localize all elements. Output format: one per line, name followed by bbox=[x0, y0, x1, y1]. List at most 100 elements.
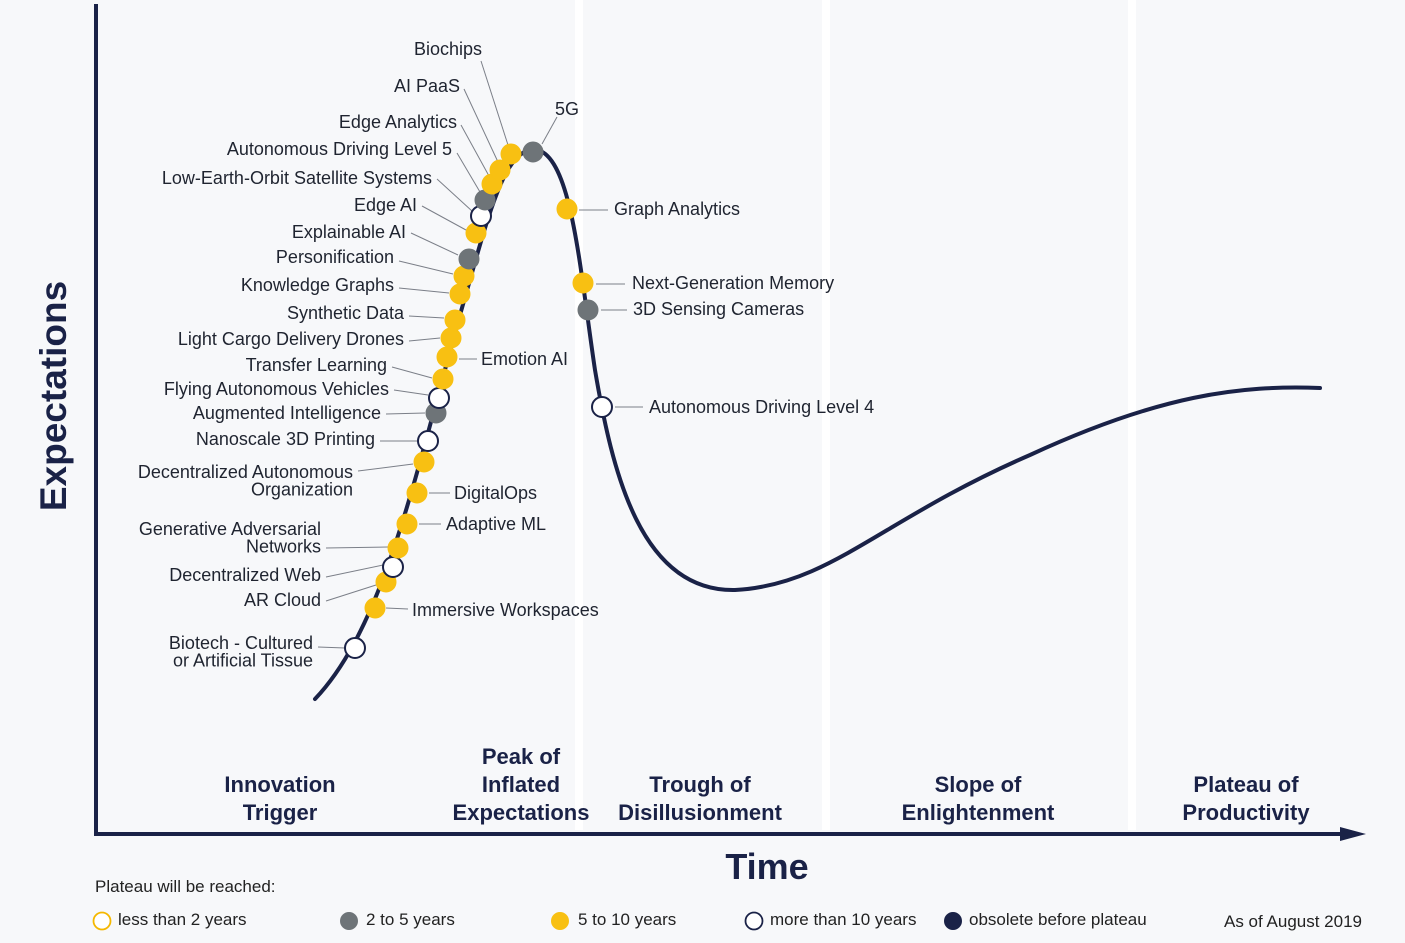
legend-label: less than 2 years bbox=[118, 910, 247, 929]
tech-label-autonomous-driving-level-5: Autonomous Driving Level 5 bbox=[227, 139, 452, 159]
tech-label-transfer-learning: Transfer Learning bbox=[246, 355, 387, 375]
tech-label-generative-adversarial-networks: Generative Adversarial Networks bbox=[139, 519, 321, 557]
tech-marker-next-generation-memory bbox=[572, 272, 594, 294]
leader-line-edge-analytics bbox=[460, 124, 490, 177]
tech-marker-transfer-learning bbox=[432, 368, 454, 390]
tech-marker-adaptive-ml bbox=[396, 513, 418, 535]
tech-label-personification: Personification bbox=[276, 247, 394, 267]
tech-label-line: Decentralized Autonomous bbox=[138, 462, 353, 482]
tech-label-immersive-workspaces: Immersive Workspaces bbox=[412, 600, 599, 620]
tech-label-next-generation-memory: Next-Generation Memory bbox=[632, 273, 834, 293]
leader-line-transfer-learning bbox=[391, 366, 433, 379]
legend-items: less than 2 years 2 to 5 years 5 to 10 yea… bbox=[92, 910, 1147, 931]
legend-marker bbox=[551, 912, 569, 930]
phase-label-line: Inflated bbox=[482, 772, 560, 797]
phase-label-line: Slope of bbox=[935, 772, 1022, 797]
tech-label-line: 3D Sensing Cameras bbox=[633, 299, 804, 319]
phase-separator bbox=[575, 0, 583, 830]
phase-label-3: Trough of Disillusionment bbox=[618, 772, 782, 825]
tech-label-decentralized-autonomous-organization: Decentralized Autonomous Organization bbox=[138, 462, 353, 500]
tech-label-line: Edge Analytics bbox=[339, 112, 457, 132]
leader-line-autonomous-driving-level-5 bbox=[456, 152, 481, 193]
tech-label-line: 5G bbox=[555, 99, 579, 119]
tech-label-emotion-ai: Emotion AI bbox=[481, 349, 568, 369]
tech-label-3d-sensing-cameras: 3D Sensing Cameras bbox=[633, 299, 804, 319]
legend-label: more than 10 years bbox=[770, 910, 916, 929]
tech-label-line: Light Cargo Delivery Drones bbox=[178, 329, 404, 349]
tech-marker-decentralized-web bbox=[382, 556, 404, 578]
phase-label-5: Plateau of Productivity bbox=[1182, 772, 1310, 825]
tech-label-line: Autonomous Driving Level 4 bbox=[649, 397, 874, 417]
tech-marker-emotion-ai bbox=[436, 346, 458, 368]
tech-label-nanoscale-3d-printing: Nanoscale 3D Printing bbox=[196, 429, 375, 449]
tech-marker-explainable-ai bbox=[458, 248, 480, 270]
tech-marker-light-cargo-delivery-drones bbox=[440, 327, 462, 349]
leader-line-knowledge-graphs bbox=[398, 287, 450, 294]
phase-label-line: Peak of bbox=[482, 744, 561, 769]
legend-item-5-to-10-years: 5 to 10 years bbox=[551, 910, 676, 930]
tech-label-line: Organization bbox=[251, 480, 353, 500]
tech-marker-decentralized-autonomous-organization bbox=[413, 451, 435, 473]
tech-label-line: Nanoscale 3D Printing bbox=[196, 429, 375, 449]
phase-labels: Innovation Trigger Peak of Inflated Expectat… bbox=[224, 744, 1310, 825]
tech-label-line: Transfer Learning bbox=[246, 355, 387, 375]
phase-label-line: Innovation bbox=[224, 772, 335, 797]
phase-label-line: Expectations bbox=[453, 800, 590, 825]
tech-label-5g: 5G bbox=[555, 99, 579, 119]
tech-label-line: Decentralized Web bbox=[169, 565, 321, 585]
phase-label-line: Plateau of bbox=[1193, 772, 1299, 797]
tech-label-line: Biochips bbox=[414, 39, 482, 59]
leader-line-personification bbox=[398, 260, 454, 275]
tech-marker-digitalops bbox=[406, 482, 428, 504]
tech-label-line: or Artificial Tissue bbox=[173, 651, 313, 671]
legend: Plateau will be reached: less than 2 yea… bbox=[92, 877, 1362, 931]
tech-marker-generative-adversarial-networks bbox=[387, 537, 409, 559]
tech-marker-immersive-workspaces bbox=[364, 597, 386, 619]
y-axis-title: Expectations bbox=[33, 281, 74, 511]
phase-label-4: Slope of Enlightenment bbox=[902, 772, 1055, 825]
phase-label-1: Innovation Trigger bbox=[224, 772, 335, 825]
tech-label-adaptive-ml: Adaptive ML bbox=[446, 514, 546, 534]
leader-line-biochips bbox=[480, 60, 509, 146]
tech-label-line: Autonomous Driving Level 5 bbox=[227, 139, 452, 159]
tech-label-decentralized-web: Decentralized Web bbox=[169, 565, 321, 585]
tech-marker-5g bbox=[522, 141, 544, 163]
tech-label-low-earth-orbit-satellite-systems: Low-Earth-Orbit Satellite Systems bbox=[162, 168, 432, 188]
technology-labels: Biotech - Cultured or Artificial Tissue Im… bbox=[138, 39, 874, 671]
tech-label-knowledge-graphs: Knowledge Graphs bbox=[241, 275, 394, 295]
phase-label-line: Trough of bbox=[649, 772, 751, 797]
phase-label-line: Disillusionment bbox=[618, 800, 782, 825]
leader-line-decentralized-autonomous-organization bbox=[357, 463, 414, 472]
tech-label-line: DigitalOps bbox=[454, 483, 537, 503]
tech-marker-synthetic-data bbox=[444, 309, 466, 331]
tech-label-ar-cloud: AR Cloud bbox=[244, 590, 321, 610]
tech-label-line: Augmented Intelligence bbox=[193, 403, 381, 423]
leader-line-generative-adversarial-networks bbox=[325, 546, 389, 549]
legend-item-obsolete-before-plateau: obsolete before plateau bbox=[944, 910, 1147, 930]
tech-label-graph-analytics: Graph Analytics bbox=[614, 199, 740, 219]
legend-item-less-than-2-years: less than 2 years bbox=[92, 910, 247, 931]
tech-marker-biochips bbox=[500, 143, 522, 165]
tech-label-line: Networks bbox=[246, 537, 321, 557]
leader-line-biotech-cultured-or-artificial-tissue bbox=[317, 646, 346, 649]
tech-marker-graph-analytics bbox=[556, 198, 578, 220]
leader-line-edge-ai bbox=[421, 205, 467, 231]
tech-label-autonomous-driving-level-4: Autonomous Driving Level 4 bbox=[649, 397, 874, 417]
tech-label-line: Next-Generation Memory bbox=[632, 273, 834, 293]
legend-marker bbox=[92, 911, 112, 931]
tech-label-line: Explainable AI bbox=[292, 222, 406, 242]
legend-marker bbox=[744, 911, 764, 931]
phase-separator bbox=[822, 0, 830, 830]
tech-label-explainable-ai: Explainable AI bbox=[292, 222, 406, 242]
tech-label-line: AR Cloud bbox=[244, 590, 321, 610]
tech-marker-nanoscale-3d-printing bbox=[417, 430, 439, 452]
tech-label-line: AI PaaS bbox=[394, 76, 460, 96]
tech-label-edge-analytics: Edge Analytics bbox=[339, 112, 457, 132]
leader-line-immersive-workspaces bbox=[385, 607, 409, 610]
legend-label: 5 to 10 years bbox=[578, 910, 676, 929]
tech-label-ai-paas: AI PaaS bbox=[394, 76, 460, 96]
leader-line-decentralized-web bbox=[325, 564, 384, 578]
legend-marker bbox=[340, 912, 358, 930]
tech-label-light-cargo-delivery-drones: Light Cargo Delivery Drones bbox=[178, 329, 404, 349]
as-of-note: As of August 2019 bbox=[1224, 912, 1362, 931]
